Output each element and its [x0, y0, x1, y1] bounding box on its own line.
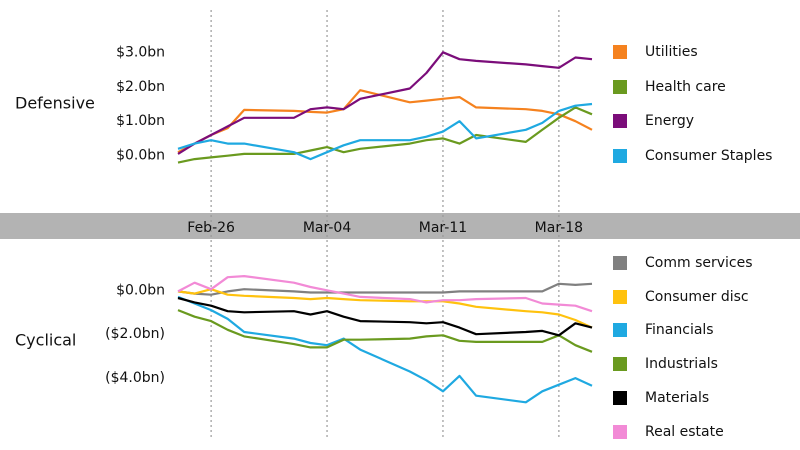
legend-label: Energy — [645, 113, 694, 129]
legend-swatch — [613, 290, 627, 304]
legend-label: Consumer Staples — [645, 148, 772, 164]
series-line — [177, 275, 593, 313]
x-tick-label: Mar-11 — [419, 220, 467, 236]
y-tick-label: $0.0bn — [116, 148, 165, 164]
legend-swatch — [613, 149, 627, 163]
legend-swatch — [613, 323, 627, 337]
legend-swatch — [613, 80, 627, 94]
y-tick-label: ($4.0bn) — [105, 370, 165, 386]
legend-label: Industrials — [645, 356, 718, 372]
series-line — [177, 296, 593, 337]
legend-label: Comm services — [645, 255, 753, 271]
legend-swatch — [613, 391, 627, 405]
legend-label: Consumer disc — [645, 289, 749, 305]
y-tick-label: $0.0bn — [116, 282, 165, 298]
series-line — [177, 282, 593, 296]
series-line — [177, 288, 593, 329]
y-tick-label: ($2.0bn) — [105, 326, 165, 342]
panel-label: Cyclical — [15, 331, 76, 350]
y-tick-label: $3.0bn — [116, 44, 165, 60]
x-tick-label: Feb-26 — [187, 220, 235, 236]
series-line — [177, 106, 593, 164]
legend-label: Real estate — [645, 424, 724, 440]
legend-swatch — [613, 425, 627, 439]
legend-label: Utilities — [645, 44, 698, 60]
legend-swatch — [613, 45, 627, 59]
legend-label: Materials — [645, 390, 709, 406]
legend-label: Financials — [645, 322, 714, 338]
series-line — [177, 295, 593, 404]
y-tick-label: $2.0bn — [116, 79, 165, 95]
y-tick-label: $1.0bn — [116, 113, 165, 129]
legend-label: Health care — [645, 79, 726, 95]
series-line — [177, 102, 593, 161]
x-tick-label: Mar-04 — [303, 220, 351, 236]
x-tick-label: Mar-18 — [535, 220, 583, 236]
panel-divider — [0, 213, 800, 239]
legend-swatch — [613, 114, 627, 128]
series-line — [177, 309, 593, 353]
panel-label: Defensive — [15, 94, 95, 113]
legend-swatch — [613, 357, 627, 371]
series-line — [177, 51, 593, 155]
legend-swatch — [613, 256, 627, 270]
